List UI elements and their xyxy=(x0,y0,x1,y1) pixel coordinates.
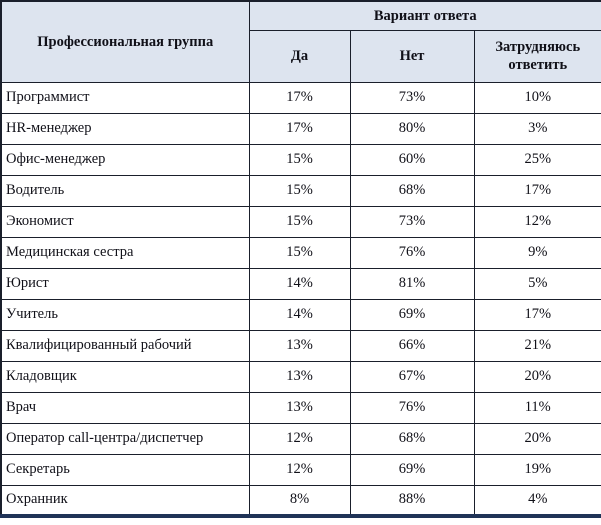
no-value: 68% xyxy=(349,174,475,207)
yes-value: 13% xyxy=(248,329,351,362)
table-body: Программист 17% 73% 10% HR-менеджер 17% … xyxy=(0,81,601,517)
undecided-value: 4% xyxy=(473,484,601,517)
group-label: Секретарь xyxy=(0,453,250,486)
group-label: Экономист xyxy=(0,205,250,238)
undecided-value: 9% xyxy=(473,236,601,269)
yes-value: 13% xyxy=(248,391,351,424)
no-value: 66% xyxy=(349,329,475,362)
group-label: Офис-менеджер xyxy=(0,143,250,176)
table-row: Водитель 15% 68% 17% xyxy=(0,174,601,207)
group-label: Оператор call-центра/диспетчер xyxy=(0,422,250,455)
undecided-value: 12% xyxy=(473,205,601,238)
table-row: Охранник 8% 88% 4% xyxy=(0,484,601,517)
yes-value: 14% xyxy=(248,298,351,331)
table-row: Оператор call-центра/диспетчер 12% 68% 2… xyxy=(0,422,601,455)
undecided-value: 21% xyxy=(473,329,601,362)
no-value: 80% xyxy=(349,112,475,145)
group-label: Программист xyxy=(0,81,250,114)
no-value: 73% xyxy=(349,205,475,238)
table-row: Кладовщик 13% 67% 20% xyxy=(0,360,601,393)
undecided-value: 3% xyxy=(473,112,601,145)
table-header: Профессиональная группа Вариант ответа Д… xyxy=(0,0,601,83)
table-row: Экономист 15% 73% 12% xyxy=(0,205,601,238)
no-value: 69% xyxy=(349,453,475,486)
no-value: 88% xyxy=(349,484,475,517)
yes-value: 8% xyxy=(248,484,351,517)
column-header-undecided: Затрудняюсь ответить xyxy=(473,29,601,83)
undecided-value: 10% xyxy=(473,81,601,114)
no-value: 60% xyxy=(349,143,475,176)
no-value: 76% xyxy=(349,391,475,424)
column-header-yes: Да xyxy=(248,29,351,83)
group-label: Квалифицированный рабочий xyxy=(0,329,250,362)
yes-value: 13% xyxy=(248,360,351,393)
no-value: 81% xyxy=(349,267,475,300)
no-value: 67% xyxy=(349,360,475,393)
no-value: 76% xyxy=(349,236,475,269)
yes-value: 15% xyxy=(248,205,351,238)
column-header-answer-variant: Вариант ответа xyxy=(248,0,601,31)
yes-value: 15% xyxy=(248,174,351,207)
group-label: Врач xyxy=(0,391,250,424)
group-label: Учитель xyxy=(0,298,250,331)
table-row: Юрист 14% 81% 5% xyxy=(0,267,601,300)
no-value: 68% xyxy=(349,422,475,455)
column-header-no: Нет xyxy=(349,29,475,83)
group-label: Юрист xyxy=(0,267,250,300)
yes-value: 15% xyxy=(248,143,351,176)
group-label: Кладовщик xyxy=(0,360,250,393)
undecided-value: 17% xyxy=(473,174,601,207)
table-row: Медицинская сестра 15% 76% 9% xyxy=(0,236,601,269)
yes-value: 12% xyxy=(248,453,351,486)
yes-value: 12% xyxy=(248,422,351,455)
table-row: HR-менеджер 17% 80% 3% xyxy=(0,112,601,145)
table-row: Квалифицированный рабочий 13% 66% 21% xyxy=(0,329,601,362)
table-row: Офис-менеджер 15% 60% 25% xyxy=(0,143,601,176)
column-header-professional-group: Профессиональная группа xyxy=(0,0,250,83)
undecided-value: 11% xyxy=(473,391,601,424)
yes-value: 17% xyxy=(248,81,351,114)
group-label: Водитель xyxy=(0,174,250,207)
yes-value: 17% xyxy=(248,112,351,145)
undecided-value: 17% xyxy=(473,298,601,331)
undecided-value: 25% xyxy=(473,143,601,176)
undecided-value: 19% xyxy=(473,453,601,486)
yes-value: 15% xyxy=(248,236,351,269)
yes-value: 14% xyxy=(248,267,351,300)
group-label: Охранник xyxy=(0,484,250,517)
table-row: Врач 13% 76% 11% xyxy=(0,391,601,424)
undecided-value: 20% xyxy=(473,360,601,393)
group-label: HR-менеджер xyxy=(0,112,250,145)
table-row: Программист 17% 73% 10% xyxy=(0,81,601,114)
undecided-value: 5% xyxy=(473,267,601,300)
table-row: Учитель 14% 69% 17% xyxy=(0,298,601,331)
no-value: 73% xyxy=(349,81,475,114)
undecided-value: 20% xyxy=(473,422,601,455)
no-value: 69% xyxy=(349,298,475,331)
group-label: Медицинская сестра xyxy=(0,236,250,269)
table-row: Секретарь 12% 69% 19% xyxy=(0,453,601,486)
